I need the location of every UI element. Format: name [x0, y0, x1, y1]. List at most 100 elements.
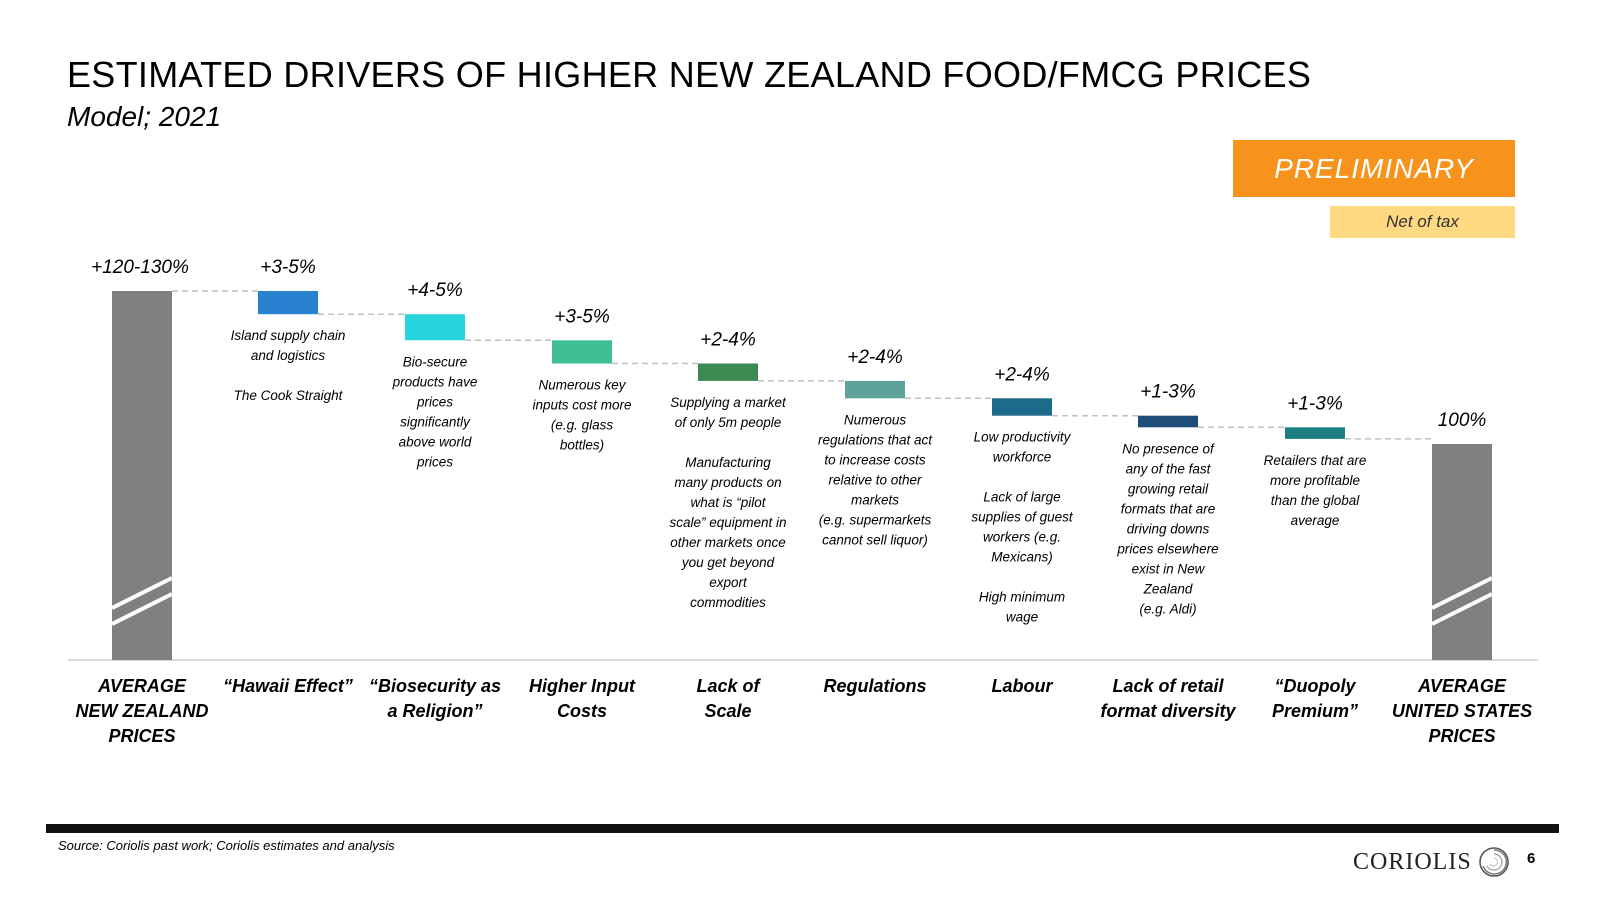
- step-bar: [258, 291, 318, 315]
- driver-note: other markets once: [670, 535, 786, 550]
- category-label: Scale: [704, 701, 751, 721]
- category-label: PRICES: [1428, 726, 1495, 746]
- category-label: Regulations: [823, 676, 926, 696]
- driver-note: Bio-secure: [403, 354, 468, 369]
- driver-note: scale” equipment in: [669, 515, 786, 530]
- driver-note: export: [709, 575, 748, 590]
- logo-text: CORIOLIS: [1353, 848, 1472, 875]
- driver-note: commodities: [690, 595, 766, 610]
- driver-note: No presence of: [1122, 441, 1215, 456]
- driver-note: markets: [851, 492, 899, 507]
- category-label: “Hawaii Effect”: [223, 676, 353, 696]
- category-label: a Religion”: [387, 701, 482, 721]
- axis-break-mark: [1431, 576, 1493, 610]
- driver-note: Zealand: [1143, 581, 1193, 596]
- step-bar: [552, 340, 612, 364]
- source-note: Source: Coriolis past work; Coriolis est…: [58, 838, 395, 853]
- driver-note: supplies of guest: [971, 510, 1074, 525]
- driver-note: many products on: [674, 475, 781, 490]
- driver-note: exist in New: [1132, 561, 1206, 576]
- category-label: AVERAGE: [1417, 676, 1507, 696]
- driver-note: Retailers that are: [1264, 453, 1367, 468]
- driver-note: and logistics: [251, 348, 326, 363]
- driver-note: workers (e.g.: [983, 530, 1061, 545]
- driver-note: than the global: [1271, 493, 1361, 508]
- data-label: +2-4%: [847, 347, 903, 368]
- driver-note: above world: [399, 434, 472, 449]
- step-bar: [1285, 427, 1345, 439]
- driver-note: what is “pilot: [690, 495, 766, 510]
- driver-note: (e.g. Aldi): [1139, 601, 1196, 616]
- driver-note: Low productivity: [974, 430, 1072, 445]
- axis-break-mark: [1431, 592, 1493, 626]
- data-label: 100%: [1438, 410, 1487, 431]
- data-label: +3-5%: [554, 306, 610, 327]
- step-bar: [698, 363, 758, 381]
- driver-note: (e.g. glass: [551, 418, 614, 433]
- driver-note: Lack of large: [983, 490, 1060, 505]
- driver-note: formats that are: [1121, 501, 1216, 516]
- category-label: Costs: [557, 701, 607, 721]
- driver-note: you get beyond: [681, 555, 775, 570]
- category-label: Premium”: [1272, 701, 1358, 721]
- driver-note: relative to other: [828, 472, 922, 487]
- driver-note: bottles): [560, 438, 604, 453]
- swirl-icon: [1478, 847, 1509, 877]
- data-label: +2-4%: [994, 364, 1050, 385]
- driver-note: more profitable: [1270, 473, 1360, 488]
- page-title: ESTIMATED DRIVERS OF HIGHER NEW ZEALAND …: [67, 54, 1312, 95]
- driver-note: regulations that act: [818, 432, 933, 447]
- driver-note: significantly: [400, 414, 471, 429]
- driver-note: High minimum: [979, 590, 1065, 605]
- category-label: UNITED STATES: [1392, 701, 1532, 721]
- driver-note: Numerous key: [538, 378, 626, 393]
- step-bar: [845, 380, 905, 399]
- driver-note: Manufacturing: [685, 455, 771, 470]
- total-bar: [1432, 444, 1492, 660]
- driver-note: cannot sell liquor): [822, 532, 928, 547]
- coriolis-logo: CORIOLIS: [1353, 846, 1510, 878]
- driver-note: average: [1291, 513, 1340, 528]
- step-bar: [405, 314, 465, 341]
- driver-note: Numerous: [844, 412, 907, 427]
- category-label: AVERAGE: [97, 676, 187, 696]
- net-of-tax-badge: Net of tax: [1330, 206, 1515, 238]
- data-label: +120-130%: [91, 257, 189, 278]
- preliminary-badge: PRELIMINARY: [1233, 140, 1515, 197]
- step-bar: [1138, 415, 1198, 428]
- data-label: +4-5%: [407, 280, 463, 301]
- axis-break-mark: [111, 576, 173, 610]
- step-bar: [992, 398, 1052, 416]
- driver-note: (e.g. supermarkets: [819, 512, 932, 527]
- driver-note: growing retail: [1128, 481, 1209, 496]
- driver-note: any of the fast: [1126, 461, 1212, 476]
- page-number: 6: [1527, 850, 1536, 867]
- driver-note: Mexicans): [991, 550, 1053, 565]
- driver-note: prices elsewhere: [1116, 541, 1218, 556]
- axis-break-mark: [111, 592, 173, 626]
- waterfall-chart: +120-130% AVERAGE NEW ZEALAND PRICES +3-5% Is…: [68, 257, 1538, 746]
- driver-note: The Cook Straight: [234, 388, 344, 403]
- driver-note: products have: [392, 374, 478, 389]
- data-label: +2-4%: [700, 330, 756, 351]
- driver-note: workforce: [993, 450, 1052, 465]
- driver-note: inputs cost more: [532, 398, 631, 413]
- driver-note: wage: [1006, 610, 1038, 625]
- category-label: Lack of retail: [1112, 676, 1224, 696]
- data-label: +1-3%: [1287, 393, 1343, 414]
- driver-note: Island supply chain: [231, 328, 346, 343]
- category-label: PRICES: [108, 726, 175, 746]
- driver-note: prices: [416, 394, 453, 409]
- driver-note: to increase costs: [824, 452, 926, 467]
- category-label: Higher Input: [529, 676, 636, 696]
- driver-note: prices: [416, 454, 453, 469]
- driver-note: of only 5m people: [675, 415, 782, 430]
- data-label: +1-3%: [1140, 382, 1196, 403]
- driver-note: driving downs: [1127, 521, 1210, 536]
- page-subtitle: Model; 2021: [67, 101, 222, 132]
- category-label: Labour: [992, 676, 1054, 696]
- driver-note: Supplying a market: [670, 395, 787, 410]
- category-label: NEW ZEALAND: [76, 701, 209, 721]
- category-label: “Biosecurity as: [369, 676, 501, 696]
- data-label: +3-5%: [260, 257, 316, 278]
